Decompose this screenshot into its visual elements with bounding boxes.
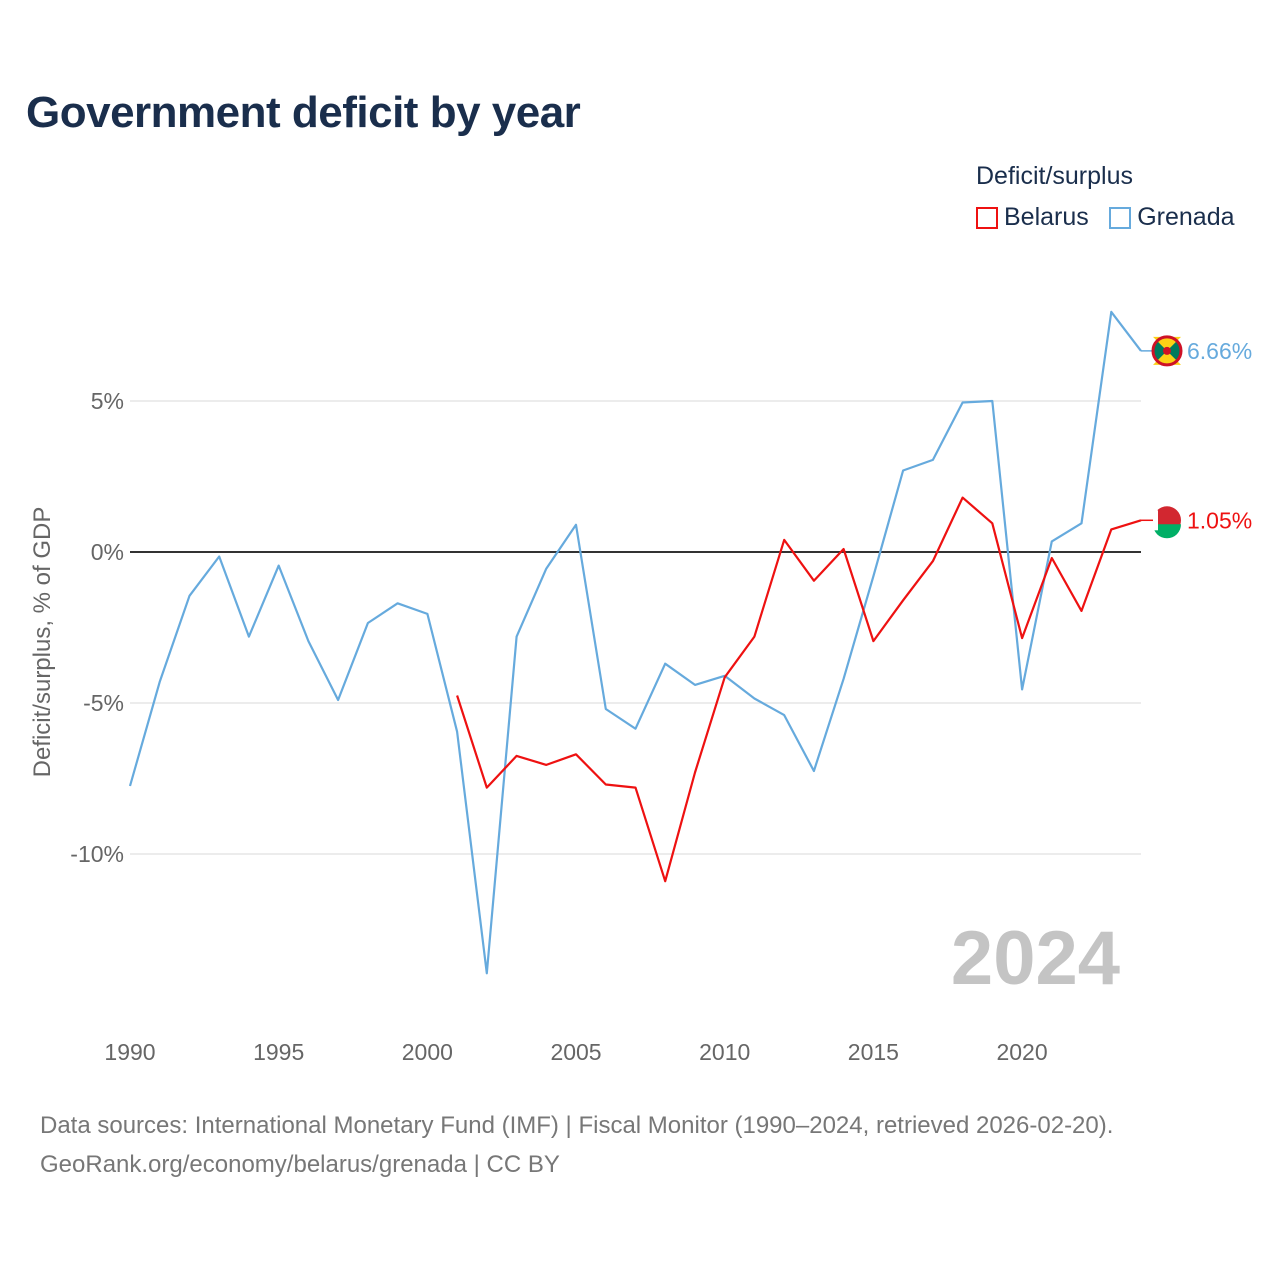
x-axis-tick-labels: 1990 1995 2000 2005 2010 2015 2020 [104,1039,1047,1065]
legend-title: Deficit/surplus [976,162,1133,190]
chart-title: Government deficit by year [26,88,581,137]
source-line-2: GeoRank.org/economy/belarus/grenada | CC… [40,1151,560,1178]
series-lines [128,310,1142,975]
legend-swatch-belarus [976,206,998,229]
x-tick-label: 1990 [104,1039,155,1065]
y-axis-tick-labels: 5% 0% -5% -10% [70,388,124,867]
legend-items: Belarus Grenada [976,203,1235,234]
flag-belarus-icon [1153,506,1181,539]
y-tick-label: 5% [91,388,124,414]
source-note: Data sources: International Monetary Fun… [40,1106,1113,1184]
y-axis-label: Deficit/surplus, % of GDP [29,507,56,778]
gridlines [130,400,1141,855]
x-tick-label: 2015 [848,1039,899,1065]
end-label-belarus: 1.05% [1187,507,1252,533]
y-tick-label: 0% [91,539,124,565]
legend-item-grenada[interactable]: Grenada [1109,203,1235,232]
legend-label-belarus: Belarus [1004,203,1089,231]
legend-label-grenada: Grenada [1137,203,1235,231]
x-tick-label: 1995 [253,1039,304,1065]
series-line-belarus [456,496,1142,883]
source-line-1: Data sources: International Monetary Fun… [40,1112,1114,1139]
legend: Deficit/surplus Belarus Grenada [976,162,1235,234]
legend-swatch-grenada [1109,206,1132,229]
x-tick-label: 2000 [402,1039,453,1065]
end-label-grenada: 6.66% [1187,338,1252,364]
x-tick-label: 2010 [699,1039,750,1065]
y-tick-label: -5% [83,690,124,716]
line-chart: 5% 0% -5% -10% 1990 1995 2000 2005 2010 2015 2020… [29,310,1252,1065]
legend-item-belarus[interactable]: Belarus [976,203,1089,232]
y-tick-label: -10% [70,841,124,867]
series-line-grenada [128,310,1142,975]
x-tick-label: 2005 [550,1039,601,1065]
x-tick-label: 2020 [996,1039,1047,1065]
flag-grenada-icon [1151,335,1183,367]
year-watermark: 2024 [951,916,1120,1001]
end-labels: 6.66% 1.05% [1141,335,1252,539]
